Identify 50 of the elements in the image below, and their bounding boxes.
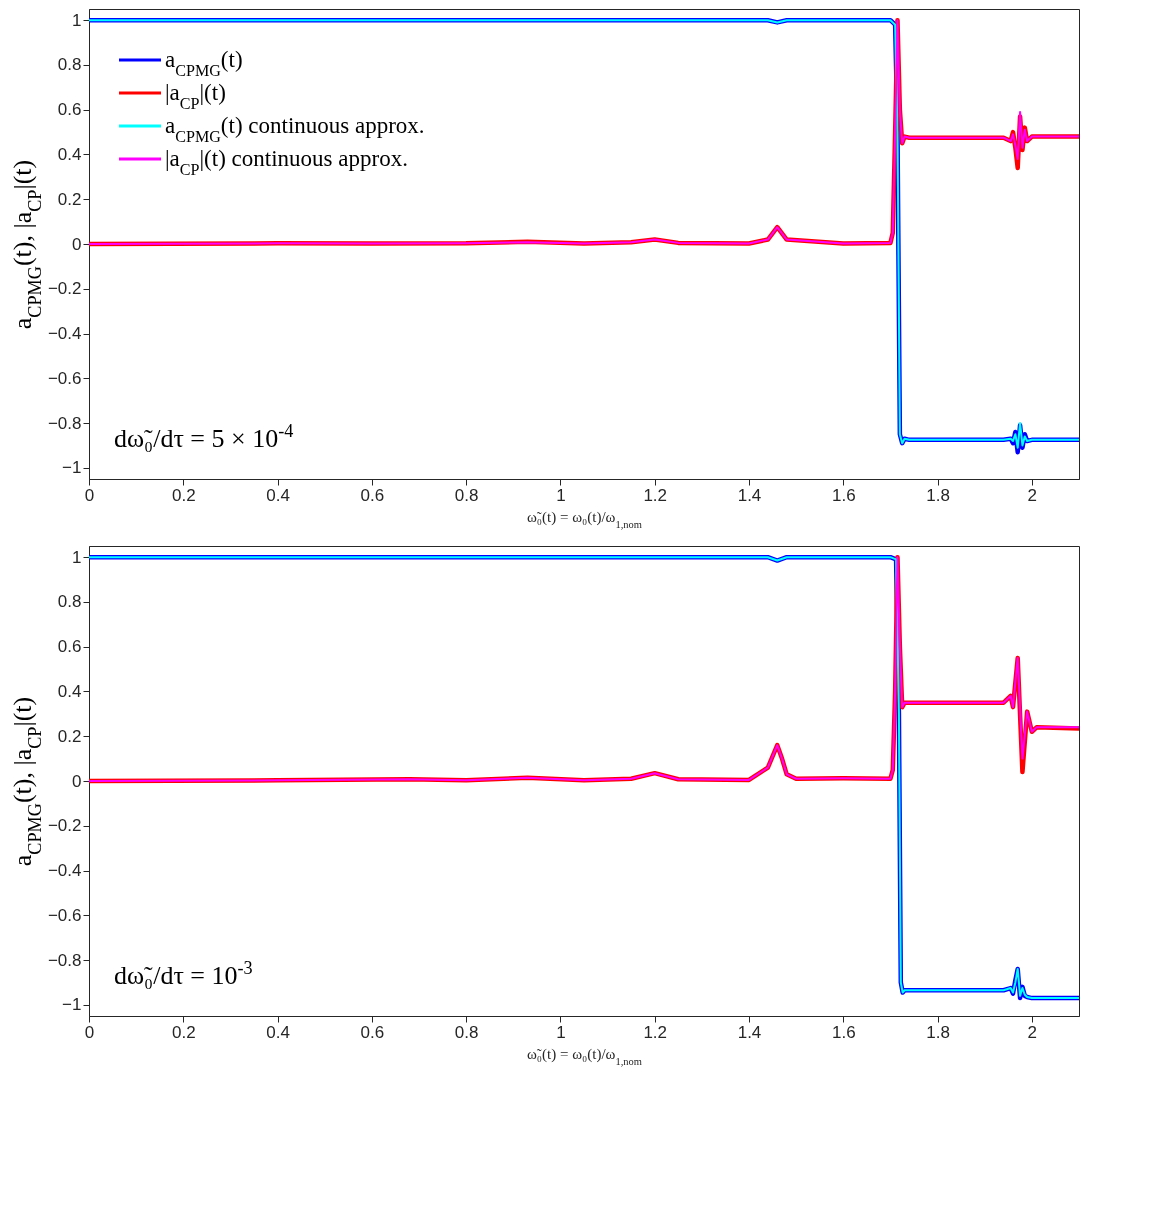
x-tick-label: 1.4 <box>737 485 762 505</box>
y-tick-label: 0 <box>72 234 82 254</box>
y-tick-label: −0.4 <box>47 324 82 344</box>
annotation: dω̃₀/dτ = 10$^{-3}$ <box>114 958 253 990</box>
legend-label: |a$_{CP}$|(t) continuous approx. <box>165 146 408 178</box>
x-tick-label: 0.2 <box>171 1022 196 1042</box>
x-tick-label: 1.6 <box>831 485 856 505</box>
y-tick-label: −0.8 <box>47 413 82 433</box>
annotation: dω̃₀/dτ = 5 × 10$^{-4}$ <box>114 421 294 453</box>
y-tick-label: 0.4 <box>57 144 82 164</box>
y-tick-label: −1 <box>62 995 82 1015</box>
x-tick-label: 1 <box>556 485 566 505</box>
x-tick-label: 0.6 <box>360 1022 385 1042</box>
x-axis-title: ω̃₀(t) = ω₀(t)/ω$_{1,nom}$ <box>526 1045 643 1066</box>
y-tick-label: 0.6 <box>57 637 82 657</box>
x-tick-label: 1.8 <box>926 485 950 505</box>
x-tick-label: 0.2 <box>171 485 196 505</box>
y-tick-label: 0.2 <box>57 726 82 746</box>
x-tick-label: 2 <box>1027 485 1038 505</box>
y-tick-label: −0.6 <box>47 368 82 388</box>
x-tick-label: 0.4 <box>266 1022 290 1042</box>
x-axis-title: ω̃₀(t) = ω₀(t)/ω$_{1,nom}$ <box>526 508 643 529</box>
x-tick-label: 1 <box>556 1022 566 1042</box>
y-tick-label: 0.8 <box>57 55 82 75</box>
y-tick-label: 0.8 <box>57 592 82 612</box>
y-tick-label: −0.2 <box>47 279 82 299</box>
legend-label: a$_{CPMG}$(t) <box>165 47 243 79</box>
y-tick-label: 1 <box>72 10 82 30</box>
x-tick-label: 0.8 <box>454 485 479 505</box>
x-tick-label: 1.2 <box>643 485 668 505</box>
x-tick-label: 1.8 <box>926 1022 950 1042</box>
y-tick-label: 0.2 <box>57 189 82 209</box>
x-tick-label: 0.4 <box>266 485 290 505</box>
x-tick-label: 0.6 <box>360 485 385 505</box>
y-tick-label: 0 <box>72 771 82 791</box>
y-tick-label: 0.6 <box>57 100 82 120</box>
y-tick-label: 1 <box>72 547 82 567</box>
legend-label: |a$_{CP}$|(t) <box>165 80 226 112</box>
y-tick-label: −0.2 <box>47 816 82 836</box>
y-tick-label: −0.6 <box>47 905 82 925</box>
x-tick-label: 1.2 <box>643 1022 668 1042</box>
x-tick-label: 1.6 <box>831 1022 856 1042</box>
y-tick-label: −0.8 <box>47 950 82 970</box>
y-tick-label: −1 <box>62 458 82 478</box>
y-tick-label: 0.4 <box>57 681 82 701</box>
x-tick-label: 1.4 <box>737 1022 762 1042</box>
x-tick-label: 2 <box>1027 1022 1038 1042</box>
x-tick-label: 0.8 <box>454 1022 479 1042</box>
legend-label: a$_{CPMG}$(t) continuous approx. <box>165 113 425 145</box>
y-tick-label: −0.4 <box>47 861 82 881</box>
